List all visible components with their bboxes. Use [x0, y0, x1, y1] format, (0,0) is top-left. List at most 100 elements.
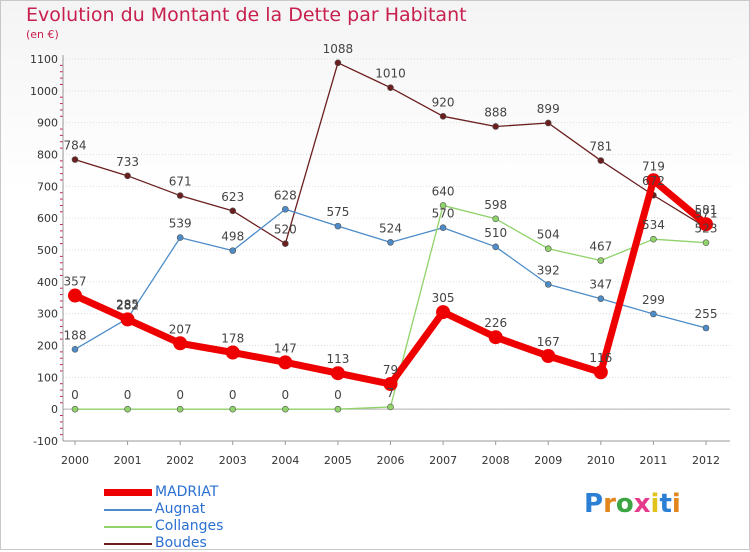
data-label-madriat: 226: [484, 316, 507, 330]
data-point-augnat: [597, 295, 605, 303]
x-tick-label: 2012: [692, 454, 720, 467]
data-point-augnat: [334, 222, 342, 230]
legend-label: Augnat: [155, 501, 206, 517]
logo-letter: x: [633, 489, 651, 519]
data-point-augnat: [387, 239, 394, 246]
data-label-madriat: 167: [537, 335, 560, 349]
data-label-augnat: 498: [221, 230, 244, 244]
data-point-augnat: [544, 281, 552, 288]
x-tick-label: 2009: [534, 454, 562, 467]
data-point-collanges: [492, 215, 499, 223]
data-point-boudes: [334, 59, 342, 67]
data-point-madriat: [278, 355, 293, 370]
y-tick-label: 1100: [30, 53, 58, 66]
data-point-augnat: [650, 310, 657, 318]
y-tick-label: 100: [37, 371, 58, 384]
data-label-boudes: 1088: [323, 42, 354, 56]
data-point-augnat: [282, 205, 289, 213]
data-point-boudes: [492, 123, 499, 130]
logo-letter: i: [671, 489, 681, 519]
data-label-boudes: 784: [64, 139, 87, 153]
y-tick-label: 800: [37, 149, 58, 162]
data-label-augnat: 285: [116, 297, 139, 311]
y-tick-label: 600: [37, 212, 58, 225]
y-tick-label: 0: [51, 403, 58, 416]
data-label-madriat: 147: [274, 341, 297, 355]
y-tick-label: 500: [37, 244, 58, 257]
y-tick-label: 400: [37, 276, 58, 289]
data-label-augnat: 299: [642, 293, 665, 307]
data-label-augnat: 575: [326, 205, 349, 219]
data-label-madriat: 719: [642, 159, 665, 173]
data-point-madriat: [593, 365, 608, 380]
data-label-collanges: 598: [484, 198, 507, 212]
logo-letter: t: [659, 489, 672, 519]
x-tick-label: 2004: [271, 454, 299, 467]
legend-label: Collanges: [155, 518, 224, 534]
data-label-collanges: 504: [537, 228, 560, 242]
legend-swatch: [104, 509, 152, 511]
logo-letter: i: [650, 489, 660, 519]
data-point-boudes: [229, 207, 237, 215]
data-label-augnat: 392: [537, 263, 560, 277]
data-label-augnat: 188: [64, 328, 87, 342]
data-point-collanges: [597, 257, 605, 264]
data-point-boudes: [544, 119, 552, 127]
data-point-boudes: [439, 113, 447, 120]
x-tick-label: 2007: [429, 454, 457, 467]
data-label-collanges: 7: [387, 386, 395, 400]
data-point-collanges: [176, 405, 184, 413]
data-point-boudes: [282, 240, 289, 247]
data-point-augnat: [176, 234, 184, 241]
x-tick-label: 2003: [219, 454, 247, 467]
x-tick-label: 2010: [587, 454, 615, 467]
data-label-augnat: 570: [432, 207, 455, 221]
data-label-boudes: 899: [537, 102, 560, 116]
x-tick-label: 2005: [324, 454, 352, 467]
data-point-collanges: [650, 235, 657, 243]
data-point-boudes: [387, 84, 394, 91]
data-label-collanges: 0: [229, 388, 237, 402]
data-label-collanges: 523: [695, 222, 718, 236]
logo-letter: o: [615, 489, 634, 519]
data-point-madriat: [120, 312, 135, 327]
data-label-madriat: 113: [326, 352, 349, 366]
data-point-madriat: [541, 349, 556, 364]
data-label-collanges: 534: [642, 218, 665, 232]
legend-swatch: [104, 543, 152, 545]
data-point-augnat: [702, 324, 710, 332]
data-point-augnat: [229, 247, 237, 254]
data-label-augnat: 539: [169, 217, 192, 231]
data-label-madriat: 79: [383, 363, 398, 377]
data-label-boudes: 733: [116, 155, 139, 169]
data-label-madriat: 178: [221, 332, 244, 346]
data-point-boudes: [124, 172, 131, 180]
x-tick-label: 2008: [482, 454, 510, 467]
data-point-collanges: [71, 405, 79, 413]
data-point-madriat: [436, 305, 451, 320]
data-point-augnat: [492, 243, 499, 251]
data-label-boudes: 888: [484, 105, 507, 119]
data-label-augnat: 255: [695, 307, 718, 321]
data-label-boudes: 920: [432, 95, 455, 109]
data-label-boudes: 520: [274, 223, 297, 237]
data-point-collanges: [282, 405, 289, 413]
data-label-boudes: 1010: [375, 67, 406, 81]
legend-label: MADRIAT: [155, 484, 219, 500]
y-tick-label: 200: [37, 340, 58, 353]
data-label-madriat: 116: [589, 351, 612, 365]
y-tick-label: -100: [33, 435, 58, 448]
data-label-augnat: 510: [484, 226, 507, 240]
data-label-collanges: 0: [282, 388, 290, 402]
data-label-augnat: 628: [274, 188, 297, 202]
legend-swatch: [104, 526, 152, 528]
y-tick-label: 900: [37, 117, 58, 130]
logo-letter: P: [584, 489, 604, 519]
data-label-collanges: 0: [176, 388, 184, 402]
data-point-augnat: [439, 224, 447, 232]
data-label-boudes: 781: [589, 140, 612, 154]
x-tick-label: 2011: [639, 454, 667, 467]
legend-swatch: [104, 489, 152, 496]
data-label-madriat: 357: [64, 275, 87, 289]
